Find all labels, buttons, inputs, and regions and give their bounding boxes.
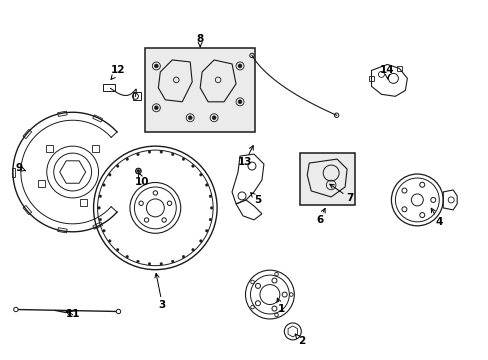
Text: 7: 7: [329, 184, 352, 203]
Circle shape: [188, 116, 192, 120]
Circle shape: [205, 229, 207, 232]
Circle shape: [98, 207, 100, 209]
Text: 11: 11: [65, 310, 80, 319]
Bar: [145, 48, 254, 132]
Circle shape: [212, 116, 216, 120]
Circle shape: [210, 207, 212, 209]
Circle shape: [209, 195, 211, 198]
Text: 9: 9: [15, 163, 25, 173]
Circle shape: [116, 248, 119, 251]
Bar: [299, 153, 354, 205]
Circle shape: [148, 150, 150, 153]
Circle shape: [108, 174, 111, 176]
Text: 5: 5: [250, 193, 261, 205]
Text: 8: 8: [196, 33, 203, 47]
Text: 4: 4: [430, 208, 442, 227]
Polygon shape: [60, 161, 85, 183]
Circle shape: [102, 229, 105, 232]
Circle shape: [116, 165, 119, 167]
Text: 2: 2: [295, 334, 305, 346]
Circle shape: [125, 158, 128, 161]
Circle shape: [154, 106, 158, 110]
Circle shape: [99, 195, 102, 198]
Circle shape: [191, 165, 194, 167]
Circle shape: [125, 255, 128, 258]
Circle shape: [136, 153, 139, 156]
Circle shape: [160, 150, 162, 153]
Circle shape: [148, 262, 150, 265]
Circle shape: [238, 100, 242, 104]
Circle shape: [102, 184, 105, 186]
Circle shape: [182, 158, 184, 161]
Circle shape: [116, 309, 121, 314]
Circle shape: [171, 153, 174, 156]
Text: 10: 10: [135, 173, 149, 187]
Circle shape: [108, 240, 111, 242]
Circle shape: [171, 260, 174, 263]
Circle shape: [199, 240, 202, 242]
Text: 3: 3: [155, 274, 165, 310]
Circle shape: [136, 260, 139, 263]
Text: 12: 12: [111, 66, 125, 80]
Circle shape: [14, 307, 18, 312]
Text: 6: 6: [315, 208, 325, 225]
Circle shape: [99, 218, 102, 221]
Circle shape: [137, 170, 140, 172]
Text: 14: 14: [379, 66, 394, 78]
Circle shape: [199, 174, 202, 176]
Circle shape: [238, 64, 242, 68]
Circle shape: [154, 64, 158, 68]
Text: 1: 1: [276, 298, 285, 315]
Circle shape: [182, 255, 184, 258]
Circle shape: [135, 168, 141, 174]
Circle shape: [209, 218, 211, 221]
Text: 13: 13: [237, 145, 253, 167]
Circle shape: [160, 262, 162, 265]
Circle shape: [205, 184, 207, 186]
Circle shape: [191, 248, 194, 251]
